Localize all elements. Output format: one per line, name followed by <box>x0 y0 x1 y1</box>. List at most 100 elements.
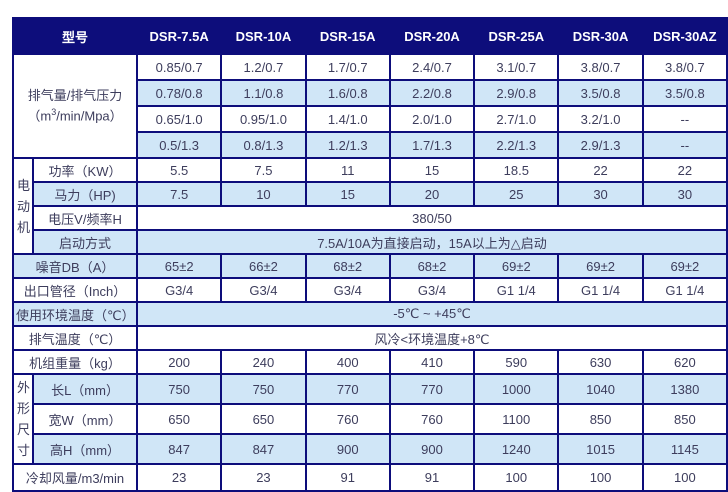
capacity-row-0.7: 排气量/排气压力 （m3/min/Mpa） 0.85/0.7 1.2/0.7 1… <box>11 53 728 159</box>
value-cell: 590 <box>473 349 560 375</box>
value-cell: 3.8/0.7 <box>641 53 728 81</box>
label-horsepower: 马力（HP) <box>31 181 139 207</box>
value-cell: G1 1/4 <box>557 277 644 303</box>
label-start-mode: 启动方式 <box>31 229 139 255</box>
dimension-width-row: 宽W（mm） 650 650 760 760 1100 850 850 <box>13 403 728 435</box>
value-cell: 0.95/1.0 <box>220 105 307 133</box>
value-cell: 100 <box>641 463 728 492</box>
label-motor-group: 电动机 <box>12 157 34 255</box>
value-cell: 10 <box>220 181 307 207</box>
merged-value-start-mode: 7.5A/10A为直接启动，15A以上为△启动 <box>136 229 728 255</box>
model-header-cell: DSR-30A <box>557 17 644 55</box>
value-cell: 3.5/0.8 <box>641 79 728 107</box>
outlet-row: 出口管径（Inch） G3/4 G3/4 G3/4 G3/4 G1 1/4 G1… <box>11 277 728 303</box>
value-cell: 1100 <box>473 403 560 435</box>
value-cell: 2.2/1.3 <box>473 131 560 159</box>
motor-hp-row: 马力（HP) 7.5 10 15 20 25 30 30 <box>13 181 728 207</box>
value-cell: 630 <box>557 349 644 375</box>
value-cell: 900 <box>388 433 476 465</box>
value-cell: 0.85/0.7 <box>136 53 223 81</box>
value-cell: 22 <box>557 157 644 183</box>
value-cell: 1015 <box>557 433 644 465</box>
value-cell: 2.7/1.0 <box>473 105 560 133</box>
label-dimensions-group: 外形尺寸 <box>12 373 34 465</box>
value-cell: 18.5 <box>473 157 560 183</box>
value-cell: 69±2 <box>473 253 560 279</box>
value-cell: 5.5 <box>136 157 223 183</box>
value-cell: 25 <box>473 181 560 207</box>
value-cell: 65±2 <box>136 253 223 279</box>
value-cell: 68±2 <box>304 253 391 279</box>
value-cell: 620 <box>641 349 728 375</box>
value-cell: 750 <box>136 373 223 405</box>
label-weight: 机组重量（kg） <box>11 349 139 375</box>
value-cell: 770 <box>388 373 476 405</box>
value-cell: 3.1/0.7 <box>473 53 560 81</box>
value-cell: 1.4/1.0 <box>304 105 391 133</box>
value-cell: G1 1/4 <box>473 277 560 303</box>
cooling-row: 冷却风量/m3/min 23 23 91 91 100 100 100 <box>11 463 728 492</box>
value-cell: 1.7/1.3 <box>388 131 476 159</box>
motor-power-row: 电动机 功率（KW） 5.5 7.5 11 15 18.5 22 22 <box>12 157 728 255</box>
weight-row: 机组重量（kg） 200 240 400 410 590 630 620 <box>11 349 728 375</box>
value-cell: 0.8/1.3 <box>220 131 307 159</box>
model-header-cell: DSR-20A <box>388 17 476 55</box>
value-cell: 0.78/0.8 <box>136 79 223 107</box>
header-row: 型号 DSR-7.5A DSR-10A DSR-15A DSR-20A DSR-… <box>11 17 728 55</box>
value-cell: 30 <box>641 181 728 207</box>
value-cell: 650 <box>220 403 307 435</box>
value-cell: 850 <box>557 403 644 435</box>
value-cell: G3/4 <box>136 277 223 303</box>
label-length: 长L（mm） <box>31 373 139 405</box>
value-cell: 91 <box>304 463 391 492</box>
dimension-length-row: 外形尺寸 长L（mm） 750 750 770 770 1000 1040 13… <box>12 373 728 465</box>
value-cell: 66±2 <box>220 253 307 279</box>
value-cell: 2.0/1.0 <box>388 105 476 133</box>
value-cell: 2.9/1.3 <box>557 131 644 159</box>
value-cell: 69±2 <box>641 253 728 279</box>
value-cell: 0.65/1.0 <box>136 105 223 133</box>
value-cell: -- <box>641 131 728 159</box>
value-cell: -- <box>641 105 728 133</box>
value-cell: 760 <box>304 403 391 435</box>
value-cell: 2.2/0.8 <box>388 79 476 107</box>
merged-value-ambient-temp: -5℃ ~ +45℃ <box>136 301 728 327</box>
merged-value-exhaust-temp: 风冷<环境温度+8℃ <box>136 325 728 351</box>
value-cell: 1.6/0.8 <box>304 79 391 107</box>
label-exhaust-temp: 排气温度（℃） <box>11 325 139 351</box>
label-noise: 噪音DB（A） <box>11 253 139 279</box>
spec-table: 型号 DSR-7.5A DSR-10A DSR-15A DSR-20A DSR-… <box>11 17 728 492</box>
value-cell: 1.2/1.3 <box>304 131 391 159</box>
value-cell: 2.9/0.8 <box>473 79 560 107</box>
model-column-header: 型号 <box>11 17 139 55</box>
capacity-label-unit: （m3/min/Mpa） <box>27 107 123 124</box>
model-header-cell: DSR-10A <box>220 17 307 55</box>
exhaust-row: 排气温度（℃） 风冷<环境温度+8℃ <box>11 325 728 351</box>
value-cell: 23 <box>220 463 307 492</box>
value-cell: 650 <box>136 403 223 435</box>
merged-value-voltage: 380/50 <box>136 205 728 231</box>
value-cell: 11 <box>304 157 391 183</box>
label-capacity: 排气量/排气压力 （m3/min/Mpa） <box>11 53 139 159</box>
model-header-cell: DSR-30AZ <box>641 17 728 55</box>
label-width: 宽W（mm） <box>31 403 139 435</box>
value-cell: 900 <box>304 433 391 465</box>
model-header-cell: DSR-15A <box>304 17 391 55</box>
value-cell: G3/4 <box>304 277 391 303</box>
value-cell: 1240 <box>473 433 560 465</box>
motor-start-row: 启动方式 7.5A/10A为直接启动，15A以上为△启动 <box>13 229 728 255</box>
value-cell: 400 <box>304 349 391 375</box>
value-cell: 3.2/1.0 <box>557 105 644 133</box>
value-cell: 0.5/1.3 <box>136 131 223 159</box>
value-cell: 100 <box>473 463 560 492</box>
label-power: 功率（KW） <box>31 157 139 183</box>
value-cell: 1040 <box>557 373 644 405</box>
noise-row: 噪音DB（A） 65±2 66±2 68±2 68±2 69±2 69±2 69… <box>11 253 728 279</box>
value-cell: 1380 <box>641 373 728 405</box>
label-voltage: 电压V/频率H <box>31 205 139 231</box>
value-cell: 30 <box>557 181 644 207</box>
value-cell: 69±2 <box>557 253 644 279</box>
value-cell: 7.5 <box>220 157 307 183</box>
value-cell: 850 <box>641 403 728 435</box>
value-cell: 847 <box>220 433 307 465</box>
